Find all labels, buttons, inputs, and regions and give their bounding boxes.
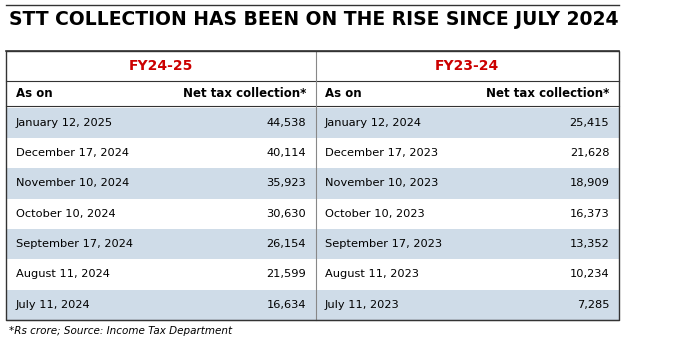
Bar	[6, 108, 316, 138]
Bar	[316, 138, 619, 168]
Text: October 10, 2023: October 10, 2023	[325, 209, 425, 219]
Text: November 10, 2024: November 10, 2024	[15, 178, 129, 188]
Text: 21,599: 21,599	[267, 269, 306, 279]
Text: STT COLLECTION HAS BEEN ON THE RISE SINCE JULY 2024: STT COLLECTION HAS BEEN ON THE RISE SINC…	[9, 10, 619, 29]
Text: October 10, 2024: October 10, 2024	[15, 209, 116, 219]
Text: July 11, 2024: July 11, 2024	[15, 300, 90, 310]
Text: 16,373: 16,373	[570, 209, 609, 219]
Text: 44,538: 44,538	[267, 118, 306, 128]
Text: FY23-24: FY23-24	[435, 59, 499, 73]
Text: As on: As on	[325, 87, 362, 100]
Text: 21,628: 21,628	[570, 148, 609, 158]
Text: *Rs crore; Source: Income Tax Department: *Rs crore; Source: Income Tax Department	[9, 327, 232, 336]
Text: August 11, 2024: August 11, 2024	[15, 269, 109, 279]
Bar	[6, 229, 316, 259]
Text: January 12, 2025: January 12, 2025	[15, 118, 113, 128]
Text: FY24-25: FY24-25	[129, 59, 193, 73]
Text: Net tax collection*: Net tax collection*	[486, 87, 609, 100]
Text: As on: As on	[15, 87, 52, 100]
Text: September 17, 2023: September 17, 2023	[325, 239, 442, 249]
Bar	[316, 108, 619, 138]
Text: 7,285: 7,285	[577, 300, 609, 310]
Text: 35,923: 35,923	[267, 178, 306, 188]
Text: September 17, 2024: September 17, 2024	[15, 239, 132, 249]
Bar	[316, 259, 619, 289]
Bar	[316, 198, 619, 229]
Text: 25,415: 25,415	[570, 118, 609, 128]
Text: 40,114: 40,114	[267, 148, 306, 158]
Bar	[316, 289, 619, 320]
Bar	[6, 289, 316, 320]
Text: December 17, 2024: December 17, 2024	[15, 148, 129, 158]
Text: 13,352: 13,352	[570, 239, 609, 249]
Bar	[316, 168, 619, 198]
Bar	[6, 198, 316, 229]
Text: January 12, 2024: January 12, 2024	[325, 118, 422, 128]
Text: November 10, 2023: November 10, 2023	[325, 178, 438, 188]
Bar	[6, 259, 316, 289]
Text: December 17, 2023: December 17, 2023	[325, 148, 438, 158]
Text: 18,909: 18,909	[569, 178, 609, 188]
Bar	[316, 229, 619, 259]
Text: Net tax collection*: Net tax collection*	[183, 87, 306, 100]
Text: July 11, 2023: July 11, 2023	[325, 300, 400, 310]
Text: 10,234: 10,234	[570, 269, 609, 279]
Text: 30,630: 30,630	[267, 209, 306, 219]
Bar	[6, 51, 619, 320]
Text: 26,154: 26,154	[267, 239, 306, 249]
Text: 16,634: 16,634	[267, 300, 306, 310]
Text: August 11, 2023: August 11, 2023	[325, 269, 419, 279]
Bar	[6, 138, 316, 168]
Bar	[6, 168, 316, 198]
